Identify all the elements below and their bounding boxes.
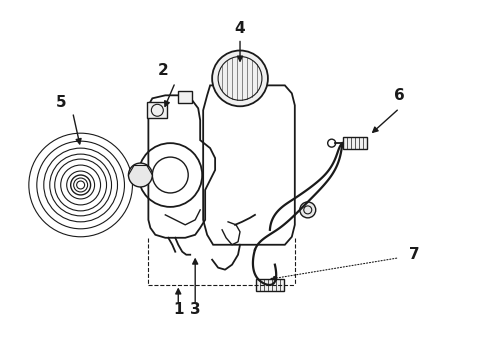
Text: 3: 3 bbox=[190, 302, 200, 317]
FancyBboxPatch shape bbox=[178, 91, 192, 103]
FancyBboxPatch shape bbox=[256, 279, 284, 291]
Text: 4: 4 bbox=[235, 21, 245, 36]
Text: 5: 5 bbox=[55, 95, 66, 110]
Circle shape bbox=[212, 50, 268, 106]
FancyBboxPatch shape bbox=[147, 102, 167, 118]
FancyBboxPatch shape bbox=[343, 137, 367, 149]
Circle shape bbox=[300, 202, 316, 218]
Text: 2: 2 bbox=[158, 63, 169, 78]
Text: 6: 6 bbox=[394, 88, 405, 103]
Circle shape bbox=[128, 163, 152, 187]
Text: 1: 1 bbox=[173, 302, 184, 317]
Circle shape bbox=[71, 175, 91, 195]
Text: 7: 7 bbox=[409, 247, 419, 262]
